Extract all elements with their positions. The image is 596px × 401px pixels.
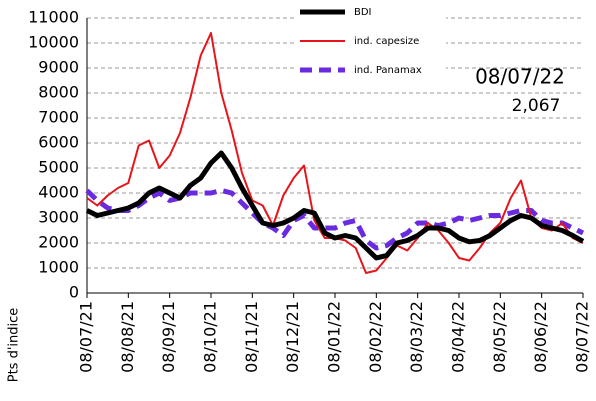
y-tick-label: 11000 <box>28 8 79 27</box>
x-tick-label: 08/07/21 <box>77 301 96 373</box>
x-tick-label: 08/06/22 <box>531 301 550 373</box>
x-tick-label: 08/02/22 <box>366 301 385 373</box>
x-tick-label: 08/12/21 <box>283 301 302 373</box>
y-tick-label: 0 <box>69 283 79 302</box>
y-tick-label: 10000 <box>28 33 79 52</box>
y-tick-label: 5000 <box>38 158 79 177</box>
x-tick-label: 08/10/21 <box>201 301 220 373</box>
x-tick-label: 08/09/21 <box>159 301 178 373</box>
y-tick-label: 7000 <box>38 108 79 127</box>
x-tick-label: 08/07/22 <box>573 301 592 373</box>
x-tick-label: 08/01/22 <box>325 301 344 373</box>
annotation: 2,067 <box>512 96 561 116</box>
x-tick-label: 08/04/22 <box>449 301 468 373</box>
x-tick-label: 08/03/22 <box>407 301 426 373</box>
y-tick-label: 1000 <box>38 258 79 277</box>
y-tick-label: 8000 <box>38 83 79 102</box>
legend-label: ind. capesize <box>354 36 419 47</box>
legend-label: ind. Panamax <box>354 65 422 76</box>
x-tick-label: 08/11/21 <box>242 301 261 373</box>
x-tick-label: 08/05/22 <box>490 301 509 373</box>
y-tick-label: 9000 <box>38 58 79 77</box>
y-tick-label: 3000 <box>38 208 79 227</box>
y-tick-label: 4000 <box>38 183 79 202</box>
line-series <box>85 150 585 261</box>
legend-label: BDI <box>354 7 372 18</box>
x-tick-label: 08/08/21 <box>118 301 137 373</box>
legend-bg <box>296 61 446 79</box>
y-axis-label: Pts d'indice <box>7 308 22 383</box>
y-tick-label: 2000 <box>38 233 79 252</box>
y-tick-label: 6000 <box>38 133 79 152</box>
legend-bg <box>296 32 446 50</box>
line-series <box>85 188 585 251</box>
legend-bg <box>296 3 446 21</box>
